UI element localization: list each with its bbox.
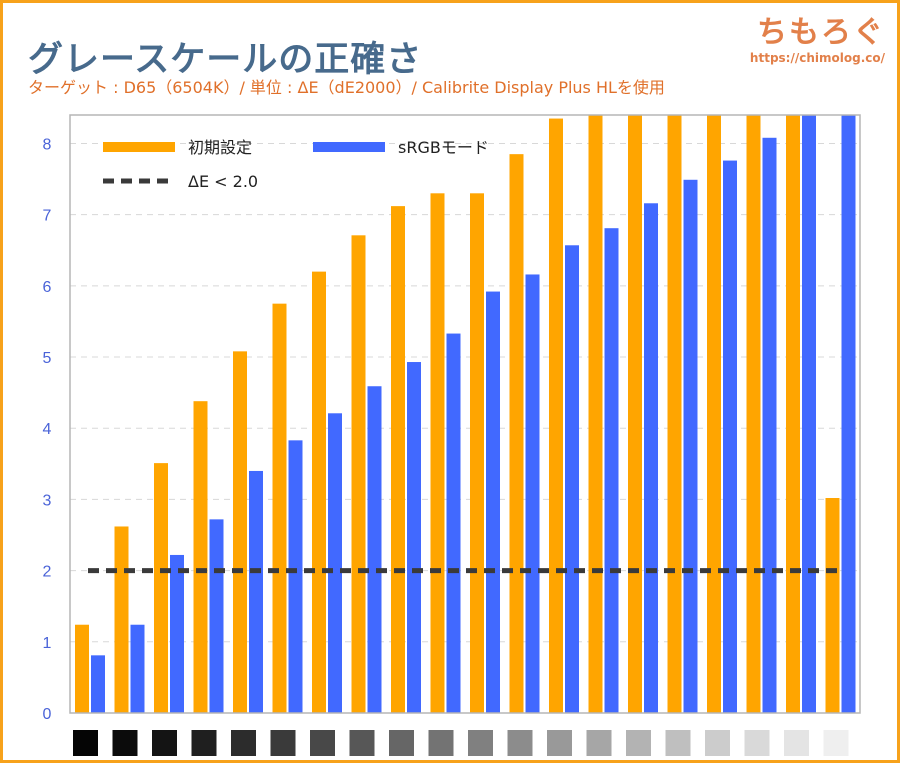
bar-srgb xyxy=(249,470,263,713)
gray-swatch xyxy=(191,730,217,756)
bar-srgb xyxy=(288,440,303,713)
bar-default xyxy=(588,115,603,713)
gray-swatch xyxy=(547,730,572,756)
plot-border xyxy=(69,114,861,714)
bar-srgb xyxy=(565,245,579,713)
bar-srgb xyxy=(367,386,382,713)
bar-srgb xyxy=(328,413,342,713)
bar-default xyxy=(470,193,484,714)
bar-default xyxy=(272,303,287,713)
bar-srgb xyxy=(762,137,777,713)
bar-default xyxy=(430,193,445,714)
bar-default xyxy=(193,401,208,713)
bar-default xyxy=(233,351,247,713)
bar-chart: 0 1 2 3 4 5 6 7 8 初期設定 sRGBモード ΔE < 2.0 xyxy=(43,114,861,756)
y-tick-label: 8 xyxy=(43,136,52,153)
bar-srgb xyxy=(802,115,816,713)
legend-label-reference: ΔE < 2.0 xyxy=(188,172,258,191)
bar-default xyxy=(509,154,524,713)
bar-default xyxy=(312,271,326,713)
legend-label-srgb: sRGBモード xyxy=(398,138,489,157)
legend-swatch-default xyxy=(103,142,175,152)
chart-title: グレースケールの正確さ xyxy=(28,40,423,80)
bar-srgb xyxy=(841,115,856,713)
y-tick-label: 0 xyxy=(43,706,52,723)
y-tick-label: 4 xyxy=(43,421,52,438)
bar-srgb xyxy=(130,624,145,713)
bar-srgb xyxy=(604,228,619,713)
gray-swatch xyxy=(784,730,809,756)
bar-srgb xyxy=(446,333,461,713)
bar-srgb xyxy=(91,655,105,713)
bar-default xyxy=(825,498,840,713)
gray-swatch xyxy=(428,730,454,756)
bar-srgb xyxy=(209,519,224,713)
gray-swatch xyxy=(310,730,335,756)
gray-swatch xyxy=(665,730,691,756)
bar-default xyxy=(628,115,642,713)
bar-default xyxy=(75,624,89,713)
bar-default xyxy=(549,118,563,714)
gray-swatch xyxy=(586,730,612,756)
gray-swatch xyxy=(270,730,296,756)
bar-default xyxy=(786,115,800,713)
y-tick-label: 6 xyxy=(43,279,52,296)
bar-srgb xyxy=(525,274,540,713)
bar-default xyxy=(667,115,682,713)
bar-srgb xyxy=(407,362,421,713)
y-tick-label: 5 xyxy=(43,350,52,367)
bar-srgb xyxy=(723,160,737,714)
logo-text: ちもろぐ xyxy=(757,15,885,50)
y-tick-label: 3 xyxy=(43,492,52,509)
bar-default xyxy=(391,206,405,713)
gray-swatch xyxy=(744,730,770,756)
bar-default xyxy=(351,235,366,714)
gray-swatch xyxy=(231,730,256,756)
gray-swatch xyxy=(389,730,414,756)
bar-srgb xyxy=(170,554,184,713)
logo: ちもろぐ https://chimolog.co/ xyxy=(750,7,885,65)
gray-swatch xyxy=(705,730,730,756)
bar-default xyxy=(114,526,129,713)
chart-subtitle: ターゲット : D65（6504K）/ 単位 : ΔE（dE2000）/ Cal… xyxy=(28,78,665,97)
logo-url: https://chimolog.co/ xyxy=(749,51,885,65)
gray-swatch xyxy=(626,730,651,756)
bar-default xyxy=(746,115,761,713)
gray-swatch xyxy=(73,730,98,756)
y-tick-label: 7 xyxy=(43,208,52,225)
y-tick-label: 1 xyxy=(43,635,52,652)
bar-srgb xyxy=(486,291,500,713)
gray-swatch xyxy=(112,730,138,756)
legend-label-default: 初期設定 xyxy=(188,138,252,157)
y-tick-label: 2 xyxy=(43,564,52,581)
gray-swatch xyxy=(507,730,533,756)
gray-swatch xyxy=(152,730,177,756)
bar-default xyxy=(707,115,721,713)
gray-swatch xyxy=(823,730,849,756)
legend-swatch-srgb xyxy=(313,142,385,152)
bar-default xyxy=(154,463,168,713)
bar-srgb xyxy=(644,203,658,713)
gray-swatch xyxy=(349,730,375,756)
bar-srgb xyxy=(683,179,698,714)
gray-swatch xyxy=(468,730,493,756)
